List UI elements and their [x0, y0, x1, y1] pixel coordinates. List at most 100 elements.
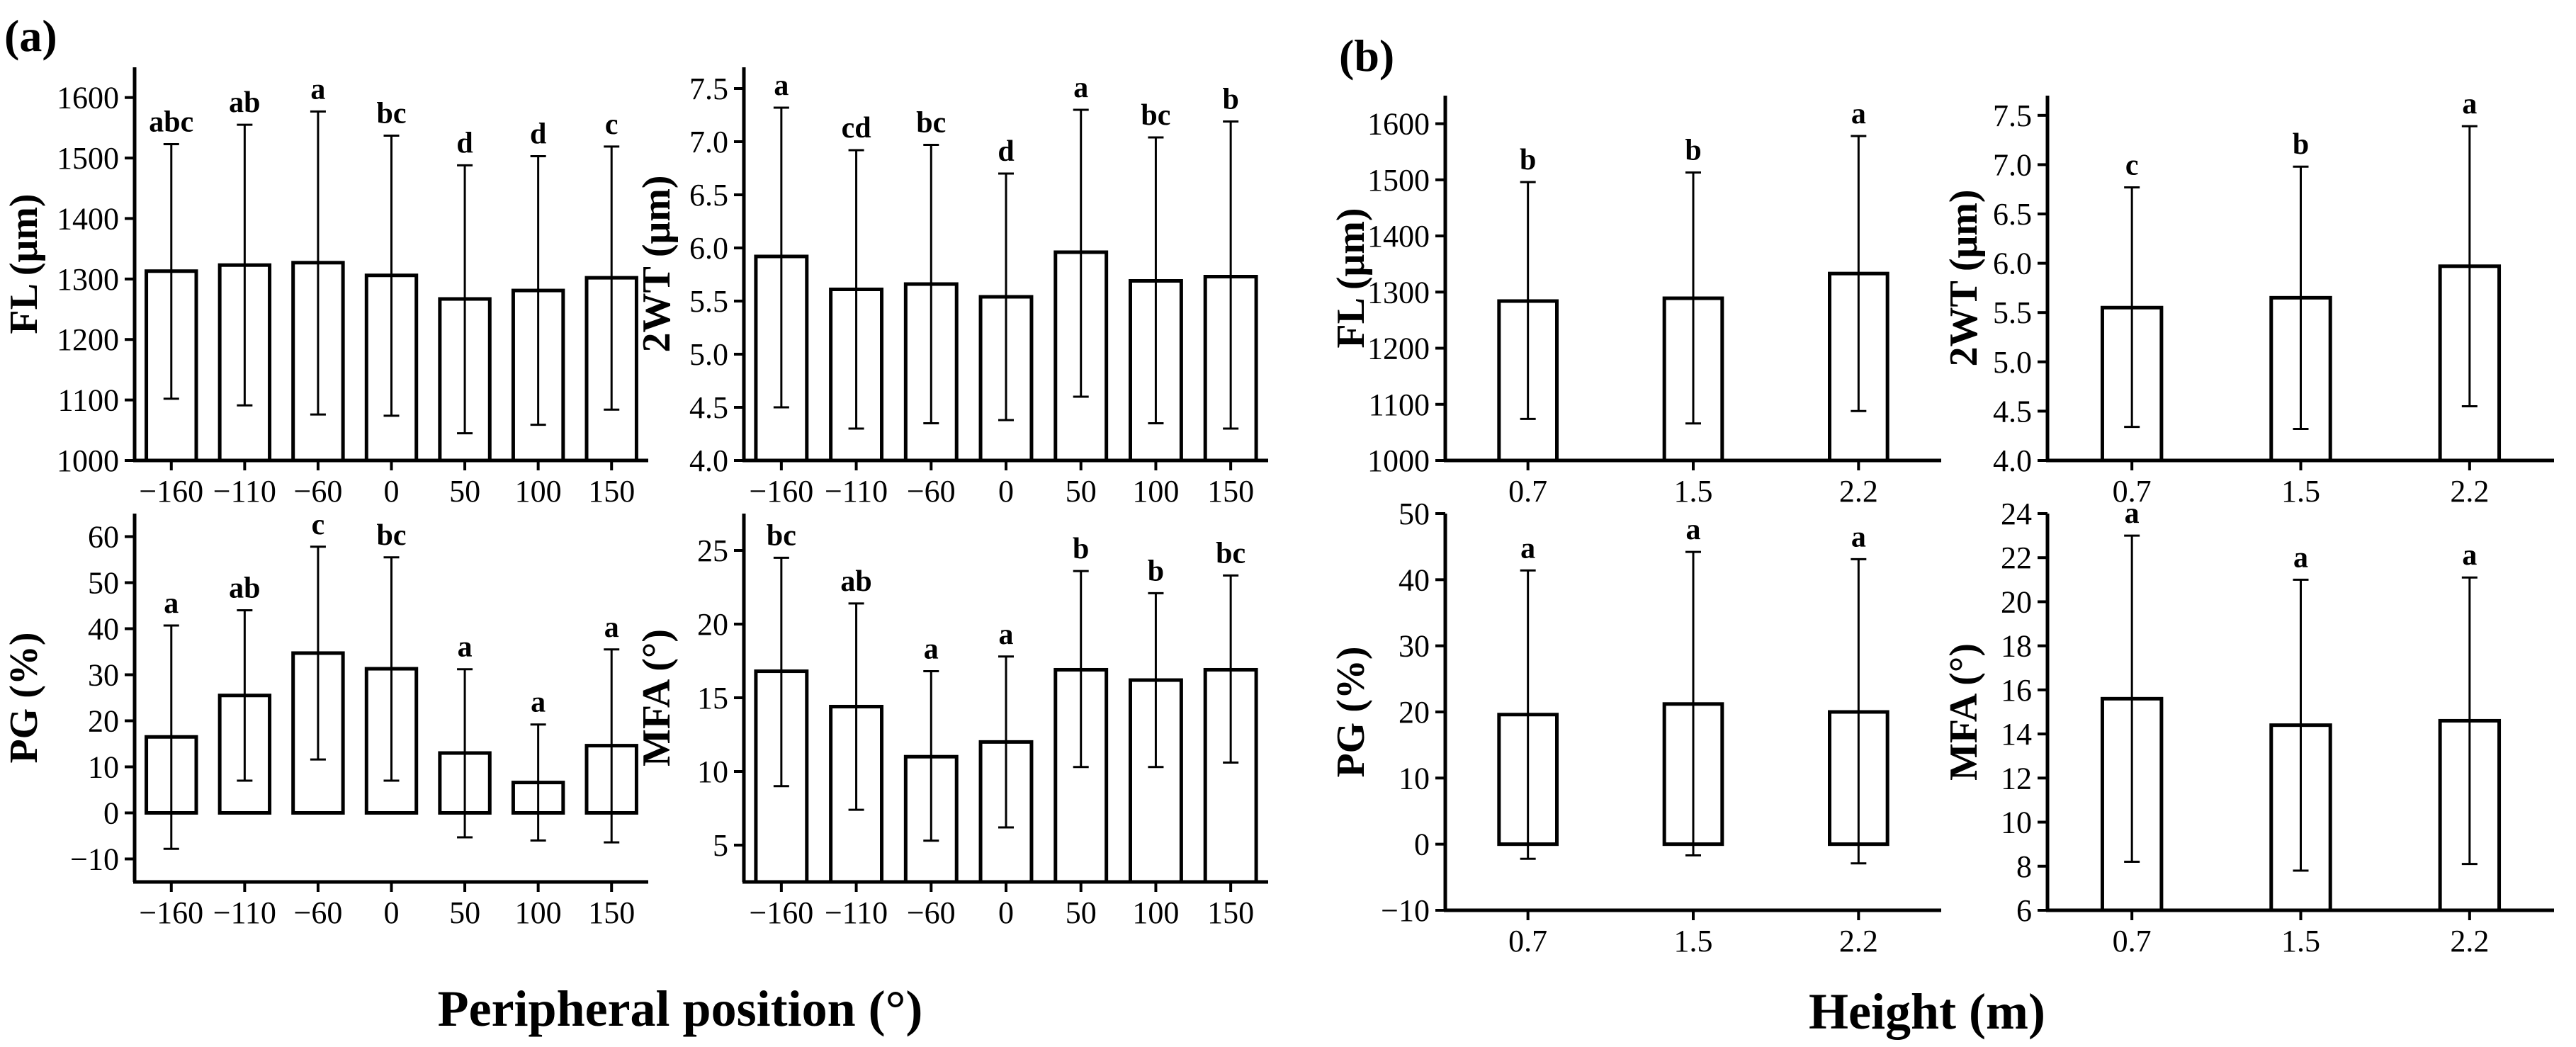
- x-tick-label: 100: [1132, 895, 1179, 930]
- significance-label: c: [2125, 149, 2139, 181]
- y-tick-label: 1500: [57, 141, 119, 176]
- x-tick-label: 0: [998, 474, 1014, 509]
- y-tick-label: 16: [2001, 673, 2032, 708]
- significance-label: ab: [840, 565, 871, 598]
- subplot-8: a 0.7 a 1.5 a 2.2 6 8 10 12 14 16 18 20 22 24 MFA (°): [1942, 497, 2554, 958]
- y-tick-label: 1600: [57, 81, 119, 115]
- significance-label: a: [2293, 541, 2308, 574]
- significance-label: b: [1222, 84, 1238, 116]
- y-axis-label: MFA (°): [635, 629, 679, 766]
- subplot-4: bc −160 ab −110 a −60 a 0 b 50 b 100 bc 150 5 10 15 20 25 M…: [635, 514, 1268, 930]
- x-tick-label: 150: [1207, 474, 1254, 509]
- subplot-7: a 0.7 a 1.5 a 2.2 −10 0 10 20 30 40 50 PG (%): [1329, 497, 1941, 958]
- y-tick-label: 14: [2001, 717, 2032, 752]
- significance-label: a: [1520, 532, 1535, 565]
- x-tick-label: 150: [588, 895, 635, 930]
- y-tick-label: 1100: [58, 383, 119, 418]
- y-axis-label: PG (%): [1329, 646, 1373, 777]
- y-tick-label: 0: [1414, 827, 1430, 862]
- y-tick-label: 1600: [1367, 107, 1430, 142]
- significance-label: bc: [767, 519, 796, 552]
- x-axis-title-a: Peripheral position (°): [438, 980, 923, 1037]
- y-tick-label: 7.5: [689, 72, 728, 106]
- subplot-5: b 0.7 b 1.5 a 2.2 1000 1100 1200 1300 1400 1500 1600…: [1329, 96, 1941, 509]
- significance-label: a: [164, 587, 179, 620]
- x-tick-label: 150: [588, 474, 635, 509]
- x-tick-label: 100: [1132, 474, 1179, 509]
- y-tick-label: 20: [2001, 584, 2032, 619]
- y-tick-label: 5.0: [1993, 345, 2032, 380]
- y-tick-label: 5.5: [689, 284, 728, 319]
- y-tick-label: 10: [88, 750, 119, 785]
- y-tick-label: 1200: [57, 322, 119, 357]
- x-tick-label: 0.7: [2113, 924, 2152, 958]
- x-tick-label: 100: [515, 895, 562, 930]
- y-tick-label: 10: [697, 754, 728, 789]
- significance-label: a: [924, 633, 939, 666]
- x-tick-label: 0: [384, 474, 400, 509]
- x-tick-label: 50: [449, 474, 480, 509]
- significance-label: a: [458, 631, 473, 664]
- significance-label: a: [1851, 521, 1866, 553]
- y-axis-label: 2WT (μm): [1942, 189, 1986, 366]
- significance-label: a: [1851, 98, 1866, 130]
- y-tick-label: −10: [1381, 893, 1430, 928]
- y-tick-label: 25: [697, 533, 728, 568]
- y-tick-label: 4.5: [1993, 394, 2032, 429]
- x-tick-label: −110: [213, 474, 276, 509]
- significance-label: a: [1686, 514, 1701, 546]
- significance-label: d: [456, 127, 473, 159]
- y-tick-label: 1300: [1367, 275, 1430, 310]
- significance-label: bc: [377, 97, 407, 130]
- x-tick-label: 0.7: [1508, 924, 1547, 958]
- y-tick-label: 6.0: [1993, 247, 2032, 281]
- significance-label: bc: [1216, 537, 1245, 570]
- x-tick-label: −160: [139, 474, 203, 509]
- y-tick-label: 50: [1399, 497, 1430, 531]
- significance-label: abc: [149, 106, 193, 138]
- y-tick-label: 22: [2001, 541, 2032, 575]
- x-tick-label: 50: [1066, 895, 1097, 930]
- x-tick-label: 0.7: [2113, 474, 2152, 509]
- x-tick-label: 2.2: [1839, 474, 1878, 509]
- significance-label: a: [310, 73, 325, 106]
- y-tick-label: 10: [2001, 805, 2032, 840]
- x-tick-label: 50: [449, 895, 480, 930]
- x-tick-label: 2.2: [2450, 924, 2489, 958]
- significance-label: bc: [377, 519, 407, 552]
- y-tick-label: 1100: [1369, 387, 1430, 422]
- x-tick-label: −110: [213, 895, 276, 930]
- significance-label: d: [530, 118, 546, 151]
- significance-label: d: [998, 135, 1014, 168]
- y-tick-label: 6.0: [689, 231, 728, 266]
- significance-label: a: [2462, 539, 2477, 572]
- y-tick-label: 6: [2016, 893, 2032, 928]
- significance-label: b: [1520, 144, 1536, 176]
- y-tick-label: 60: [88, 520, 119, 555]
- x-tick-label: 0: [384, 895, 400, 930]
- x-axis-title-b: Height (m): [1809, 983, 2045, 1040]
- y-tick-label: 1400: [1367, 219, 1430, 254]
- significance-label: cd: [842, 112, 871, 145]
- y-tick-label: −10: [70, 842, 119, 877]
- x-tick-label: −160: [749, 474, 813, 509]
- subplot-6: c 0.7 b 1.5 a 2.2 4.0 4.5 5.0 5.5 6.0 6.5 7.0 7.5 2WT …: [1942, 88, 2554, 509]
- y-tick-label: 1300: [57, 262, 119, 297]
- y-tick-label: 40: [88, 612, 119, 647]
- y-tick-label: 5.0: [689, 337, 728, 372]
- y-tick-label: 0: [103, 796, 119, 831]
- y-tick-label: 1200: [1367, 332, 1430, 366]
- significance-label: bc: [1141, 99, 1170, 132]
- significance-label: a: [774, 69, 789, 102]
- y-tick-label: 20: [697, 607, 728, 642]
- x-tick-label: −110: [825, 895, 888, 930]
- y-tick-label: 30: [1399, 629, 1430, 664]
- plot-area: abc−160ab−110a−60bc0d50d100c150100011001…: [2, 67, 2554, 958]
- y-tick-label: 10: [1399, 761, 1430, 796]
- x-tick-label: 1.5: [1674, 474, 1713, 509]
- y-tick-label: 6.5: [689, 178, 728, 213]
- x-tick-label: 1.5: [1674, 924, 1713, 958]
- subplot-3: a −160 ab −110 c −60 bc 0 a 50 a 100 a 150 −10 0 10 20 30 4…: [2, 509, 648, 930]
- y-tick-label: 1000: [57, 443, 119, 478]
